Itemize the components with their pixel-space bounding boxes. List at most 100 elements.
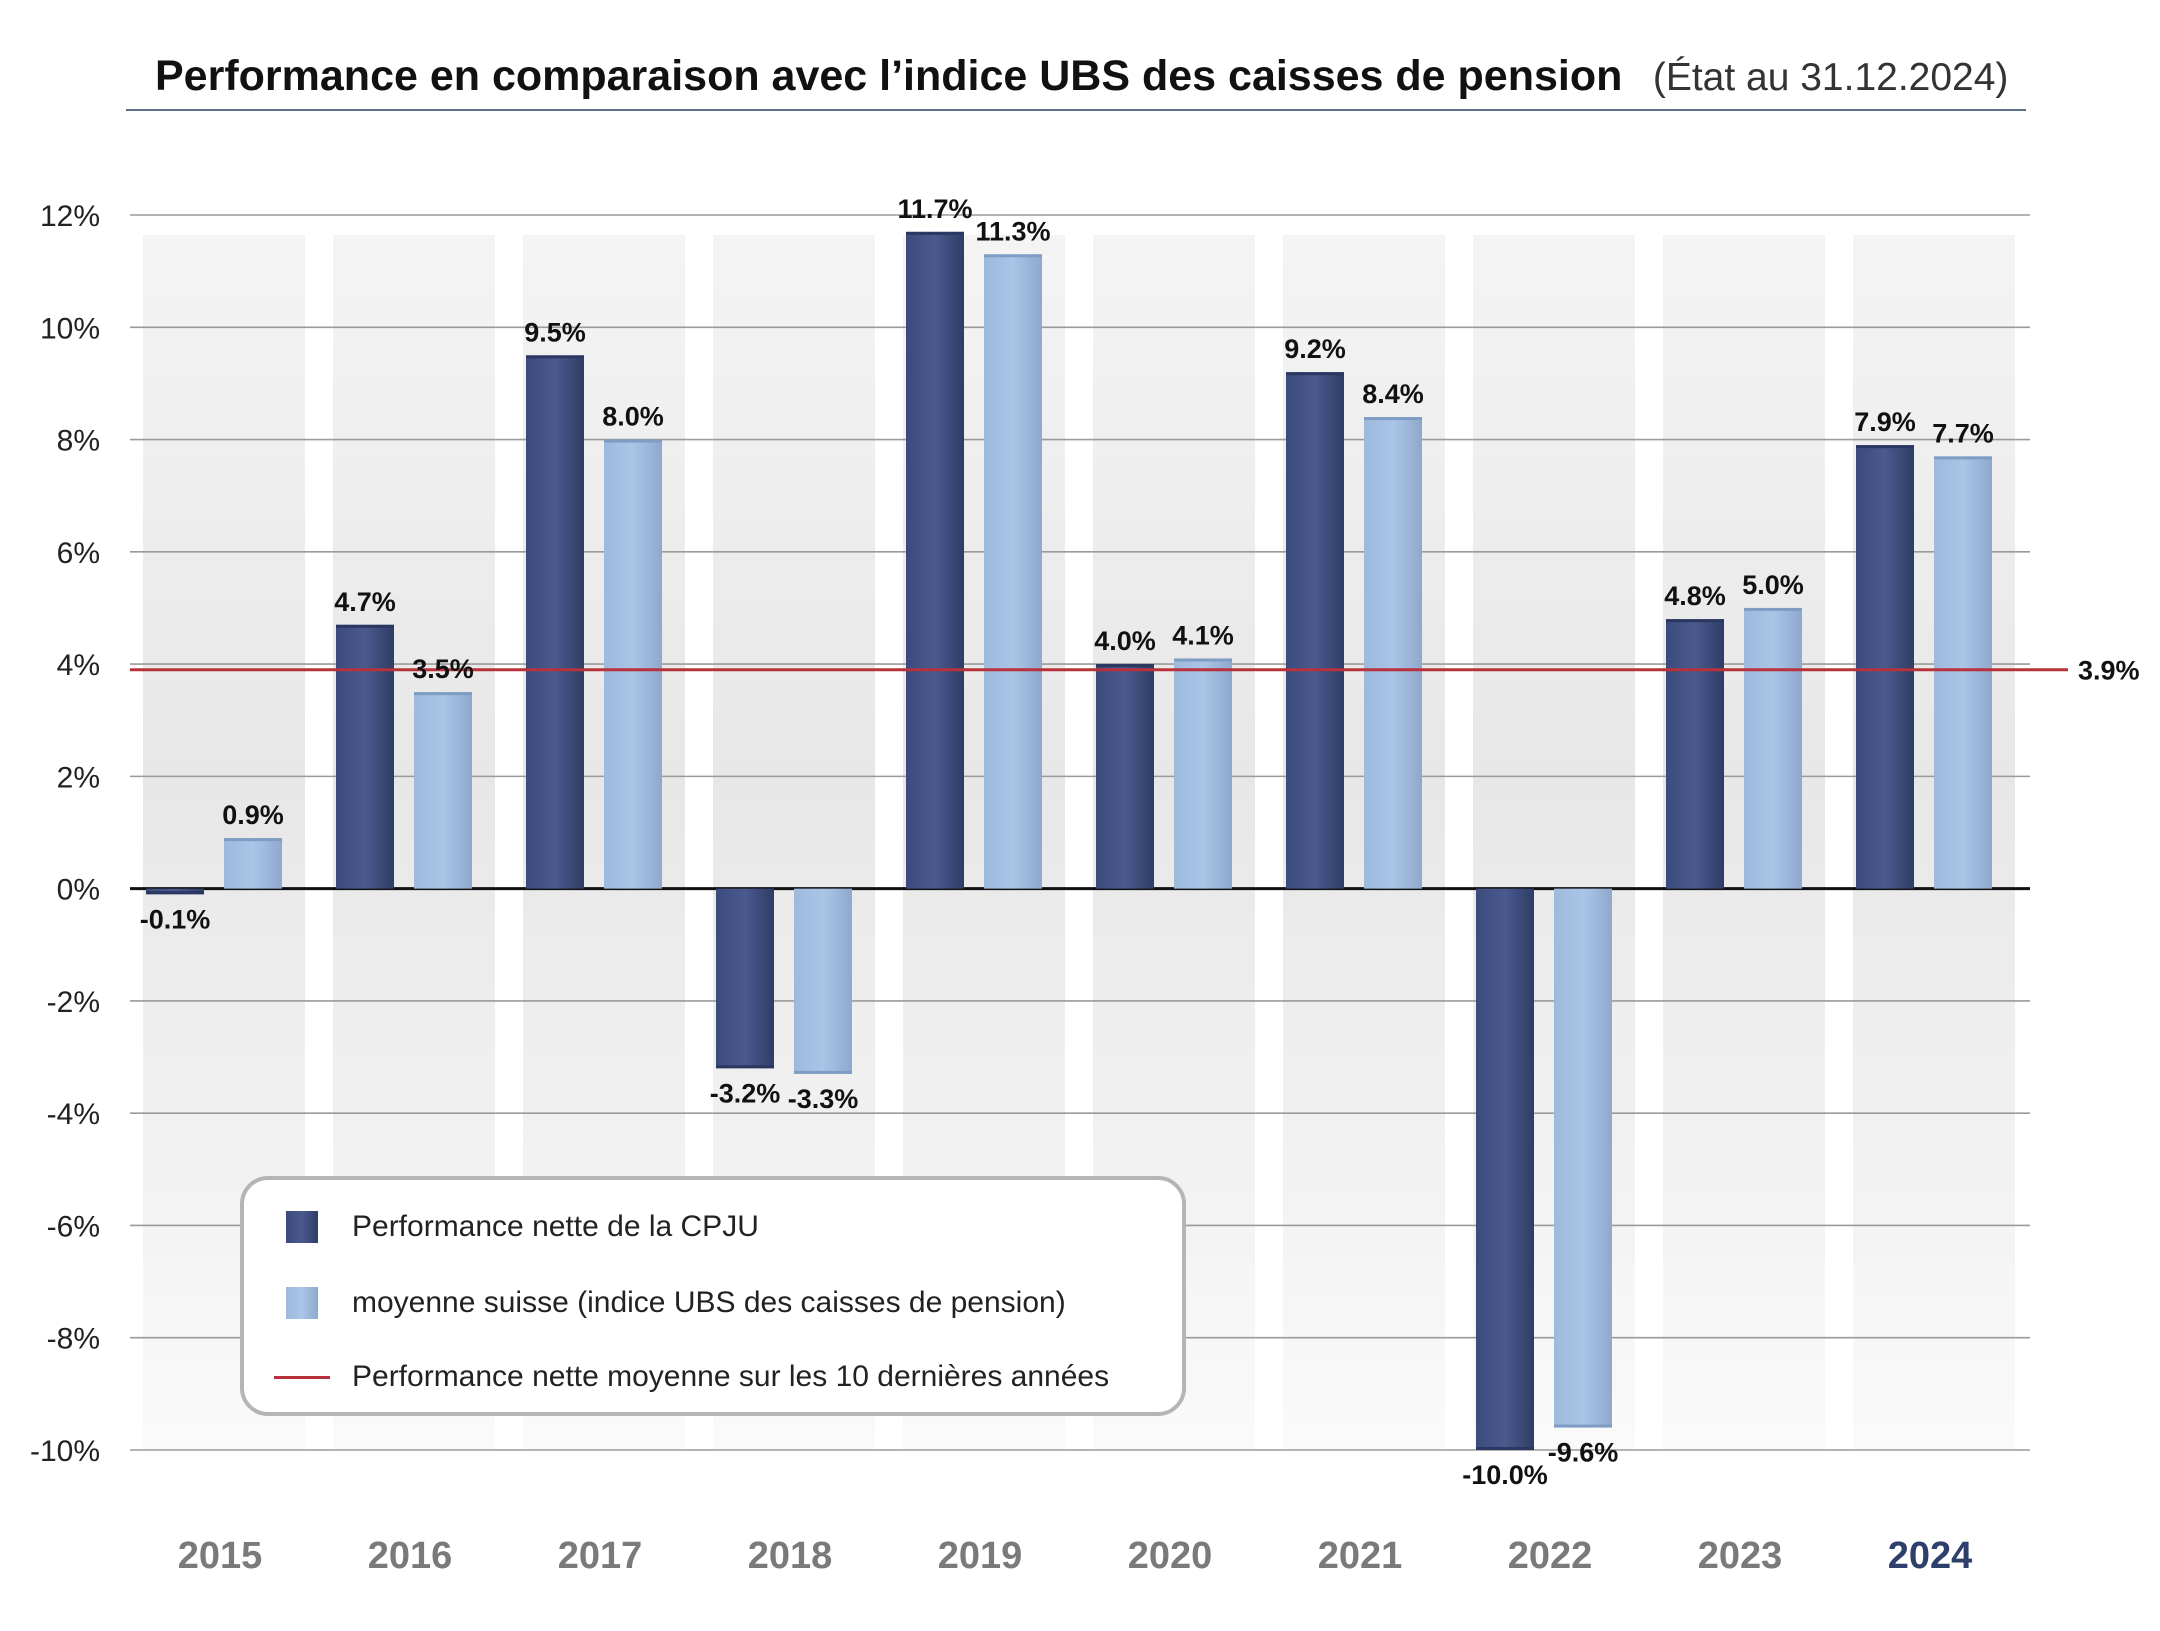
bar-edge [336, 624, 394, 628]
bar-edge [1096, 664, 1154, 668]
data-label-cpju: 11.7% [897, 194, 972, 224]
bar-cpju [716, 888, 774, 1069]
bar-edge [1856, 445, 1914, 449]
y-tick-label: 2% [57, 761, 100, 794]
data-label-cpju: 4.0% [1094, 626, 1156, 656]
y-tick-label: -8% [47, 1323, 100, 1356]
x-category-label: 2021 [1318, 1535, 1403, 1577]
bar-edge [1744, 607, 1802, 611]
x-category-label: 2018 [748, 1535, 833, 1577]
y-tick-label: 6% [57, 537, 100, 570]
data-label-cpju: -3.2% [710, 1078, 781, 1108]
bar-ubs-index [1744, 607, 1802, 889]
data-label-cpju: 4.8% [1664, 581, 1726, 611]
data-label-ubs-index: 0.9% [222, 800, 284, 830]
y-tick-label: 12% [40, 200, 100, 233]
y-tick-label: -4% [47, 1098, 100, 1131]
data-label-ubs-index: 8.4% [1362, 379, 1424, 409]
bar-ubs-index [224, 838, 282, 889]
bar-edge [1364, 417, 1422, 421]
bar-ubs-index [794, 888, 852, 1074]
data-label-ubs-index: 8.0% [602, 402, 664, 432]
data-label-ubs-index: 11.3% [975, 216, 1050, 246]
bar-ubs-index [1174, 658, 1232, 889]
legend-item-average: Performance nette moyenne sur les 10 der… [274, 1360, 1110, 1394]
bar-edge [794, 1070, 852, 1074]
data-label-ubs-index: -3.3% [788, 1084, 859, 1114]
x-category-label: 2016 [368, 1535, 453, 1577]
chart-title: Performance en comparaison avec l’indice… [155, 52, 1623, 100]
bar-cpju [1666, 619, 1724, 889]
y-tick-label: 8% [57, 425, 100, 458]
bar-edge [604, 439, 662, 443]
bar-ubs-index [1364, 417, 1422, 889]
y-tick-label: -6% [47, 1210, 100, 1243]
data-label-cpju: -0.1% [140, 904, 211, 934]
bar-edge [224, 838, 282, 842]
data-labels: -0.1% 4.7% 9.5% -3.2% 11.7% 4.0% 9.2% -10.0% 4.8… [140, 194, 1994, 1490]
x-category-label: 2020 [1128, 1535, 1213, 1577]
bar-cpju [1476, 888, 1534, 1450]
bar-edge [414, 692, 472, 696]
legend-line-average [274, 1375, 330, 1379]
x-category-label: 2019 [938, 1535, 1023, 1577]
bar-ubs-index [604, 439, 662, 889]
legend-label-cpju: Performance nette de la CPJU [352, 1210, 759, 1243]
axis-labels: 12% 10% 8% 6% 4% 2% 0% -2% -4% -6% -8% -10% 2015 2016… [30, 200, 1972, 1577]
x-category-label: 2023 [1698, 1535, 1783, 1577]
x-category-label: 2015 [178, 1535, 263, 1577]
data-label-ubs-index: 4.1% [1172, 620, 1234, 650]
x-category-label: 2024 [1888, 1535, 1973, 1577]
bar-ubs-index [414, 692, 472, 889]
data-label-cpju: -10.0% [1462, 1460, 1548, 1490]
data-label-ubs-index: -9.6% [1548, 1438, 1619, 1468]
data-label-ubs-index: 7.7% [1932, 418, 1994, 448]
bar-cpju [1856, 445, 1914, 889]
data-label-cpju: 9.5% [524, 317, 586, 347]
data-label-ubs-index: 5.0% [1742, 570, 1804, 600]
bar-ubs-index [1934, 456, 1992, 889]
bar-edge [1476, 1447, 1534, 1450]
reference-line-group: 3.9% [130, 656, 2140, 686]
bar-edge [716, 1065, 774, 1069]
legend-item-cpju: Performance nette de la CPJU [286, 1210, 759, 1244]
bar-cpju [1096, 664, 1154, 889]
bar-edge [1554, 1424, 1612, 1428]
bar-cpju [336, 624, 394, 889]
bar-edge [1934, 456, 1992, 460]
data-label-ubs-index: 3.5% [412, 654, 474, 684]
legend-swatch-ubs [286, 1287, 318, 1319]
bar-edge [906, 231, 964, 235]
y-tick-label: -2% [47, 986, 100, 1019]
bar-cpju [1286, 372, 1344, 889]
data-label-cpju: 7.9% [1854, 407, 1916, 437]
legend-label-average: Performance nette moyenne sur les 10 der… [352, 1360, 1110, 1393]
bar-ubs-index [1554, 888, 1612, 1428]
bars [146, 231, 1992, 1450]
bar-cpju [906, 231, 964, 889]
bar-edge [146, 891, 204, 895]
y-tick-label: -10% [30, 1435, 100, 1468]
legend-item-ubs: moyenne suisse (indice UBS des caisses d… [286, 1286, 1066, 1320]
bar-edge [1666, 619, 1724, 623]
title-underline [126, 109, 2026, 111]
y-tick-label: 10% [40, 312, 100, 345]
bar-ubs-index [984, 254, 1042, 889]
bar-edge [1174, 658, 1232, 662]
chart-title-block: Performance en comparaison avec l’indice… [155, 52, 2008, 101]
x-category-label: 2022 [1508, 1535, 1593, 1577]
chart-subtitle: (État au 31.12.2024) [1652, 56, 2009, 99]
legend: Performance nette de la CPJU moyenne sui… [240, 1176, 1186, 1416]
data-label-cpju: 9.2% [1284, 334, 1346, 364]
bar-edge [984, 254, 1042, 258]
legend-label-ubs: moyenne suisse (indice UBS des caisses d… [352, 1286, 1066, 1319]
bar-edge [1286, 372, 1344, 376]
data-label-cpju: 4.7% [334, 587, 396, 617]
bar-cpju [526, 355, 584, 889]
bar-edge [526, 355, 584, 359]
y-tick-label: 0% [57, 874, 100, 907]
x-category-label: 2017 [558, 1535, 643, 1577]
legend-swatch-cpju [286, 1211, 318, 1243]
y-tick-label: 4% [57, 649, 100, 682]
average-reference-label: 3.9% [2078, 656, 2140, 686]
